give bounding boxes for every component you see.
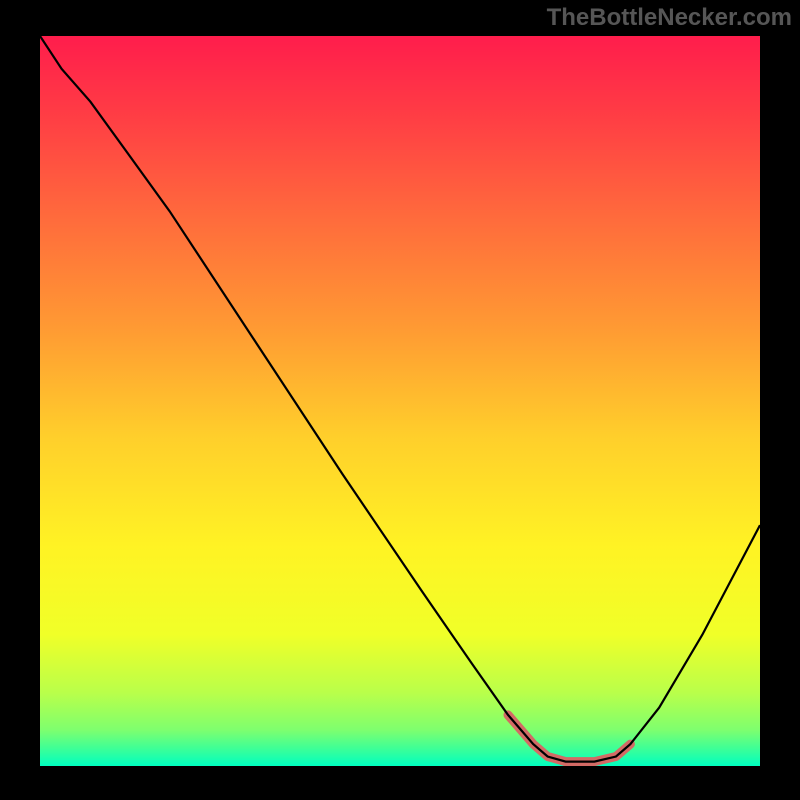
gradient-background <box>40 36 760 766</box>
chart-frame: TheBottleNecker.com <box>0 0 800 800</box>
watermark-text: TheBottleNecker.com <box>547 4 792 32</box>
plot-area <box>40 36 760 766</box>
plot-svg <box>40 36 760 766</box>
